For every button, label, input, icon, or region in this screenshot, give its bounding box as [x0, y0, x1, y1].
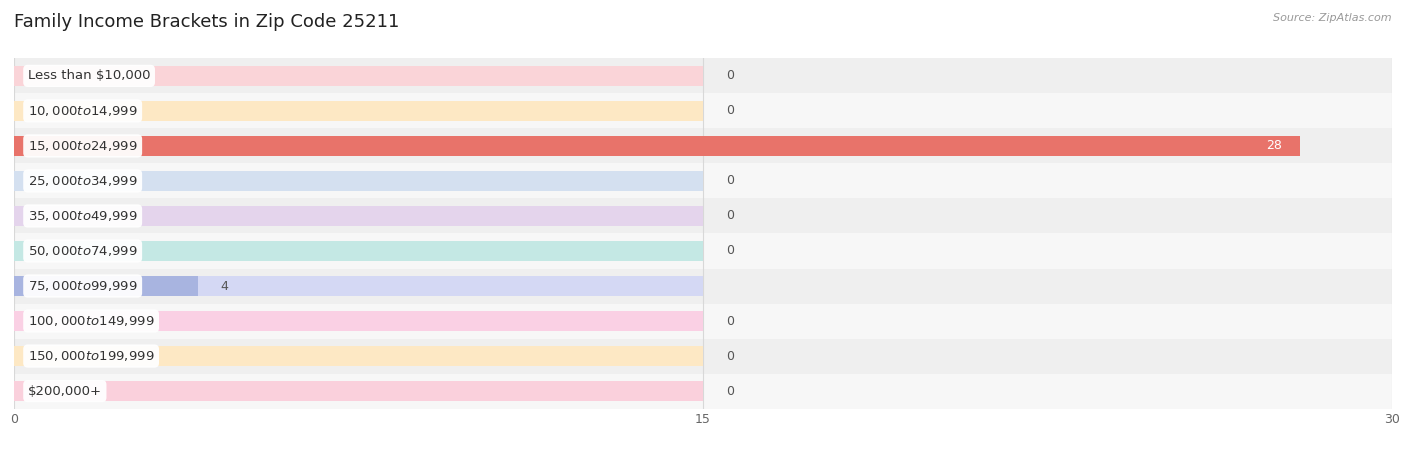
Bar [14, 276, 198, 296]
Text: 0: 0 [725, 105, 734, 117]
Bar [0, 163, 1406, 198]
Text: Less than $10,000: Less than $10,000 [28, 70, 150, 82]
Bar [14, 311, 703, 331]
Text: $15,000 to $24,999: $15,000 to $24,999 [28, 139, 138, 153]
Bar [14, 241, 703, 261]
Text: 0: 0 [725, 350, 734, 362]
Bar [0, 339, 1406, 374]
Bar [0, 93, 1406, 128]
Bar [0, 233, 1406, 269]
Bar [0, 128, 1406, 163]
Text: 4: 4 [221, 280, 229, 292]
Text: $50,000 to $74,999: $50,000 to $74,999 [28, 244, 138, 258]
Bar [14, 381, 703, 401]
Text: 0: 0 [725, 315, 734, 327]
Bar [14, 136, 1301, 156]
Text: 0: 0 [725, 385, 734, 397]
Bar [14, 206, 703, 226]
Text: $35,000 to $49,999: $35,000 to $49,999 [28, 209, 138, 223]
Bar [14, 66, 703, 86]
Text: $150,000 to $199,999: $150,000 to $199,999 [28, 349, 155, 363]
Text: $75,000 to $99,999: $75,000 to $99,999 [28, 279, 138, 293]
Text: 0: 0 [725, 175, 734, 187]
Bar [0, 304, 1406, 339]
Text: 28: 28 [1265, 140, 1282, 152]
Text: Source: ZipAtlas.com: Source: ZipAtlas.com [1274, 13, 1392, 23]
Text: 0: 0 [725, 245, 734, 257]
Bar [0, 374, 1406, 409]
Text: $100,000 to $149,999: $100,000 to $149,999 [28, 314, 155, 328]
Bar [14, 276, 703, 296]
Text: $200,000+: $200,000+ [28, 385, 101, 397]
Bar [0, 269, 1406, 304]
Text: 0: 0 [725, 70, 734, 82]
Bar [0, 58, 1406, 93]
Bar [14, 346, 703, 366]
Bar [14, 136, 703, 156]
Bar [0, 198, 1406, 233]
Bar [14, 171, 703, 191]
Text: $25,000 to $34,999: $25,000 to $34,999 [28, 174, 138, 188]
Bar [14, 101, 703, 121]
Text: $10,000 to $14,999: $10,000 to $14,999 [28, 104, 138, 118]
Text: Family Income Brackets in Zip Code 25211: Family Income Brackets in Zip Code 25211 [14, 13, 399, 31]
Text: 0: 0 [725, 210, 734, 222]
